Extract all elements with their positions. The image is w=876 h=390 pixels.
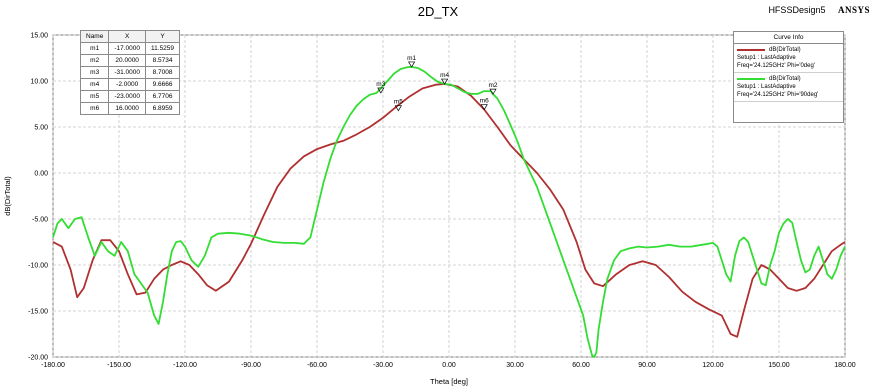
vendor-logo: ANSYS	[837, 5, 870, 15]
y-tick-label: 5.00	[34, 125, 48, 132]
legend-swatch	[737, 77, 765, 80]
legend-entry[interactable]: dB(DirTotal) Setup1 : LastAdaptive Freq=…	[734, 73, 843, 102]
marker-name: m2	[79, 54, 110, 67]
marker-y: 11.5259	[145, 42, 181, 55]
x-tick-label: -90.00	[241, 362, 261, 369]
chart-title: 2D_TX	[417, 4, 459, 19]
y-tick-label: 0.00	[34, 171, 48, 178]
x-tick-label: -60.00	[307, 362, 327, 369]
y-tick-label: 15.00	[30, 33, 48, 40]
marker-x: 20.0000	[108, 54, 147, 67]
marker-label: m4	[440, 72, 449, 79]
grid-lines	[52, 34, 846, 358]
legend-swatch	[737, 48, 765, 51]
marker-label: m2	[488, 82, 497, 89]
legend-condition: Freq='24.125GHz' Phi='90deg'	[737, 92, 819, 98]
marker-symbol	[480, 104, 488, 111]
x-tick-label: -150.00	[107, 362, 131, 369]
marker-x: 16.0000	[108, 102, 147, 115]
marker-name: m1	[79, 42, 110, 55]
legend-series-name: dB(DirTotal)	[769, 75, 801, 82]
brand-header: HFSSDesign5 ANSYS	[768, 5, 870, 15]
marker-table: Name X Y m1 -17.0000 11.5259 m2 20.0000 …	[79, 30, 181, 115]
legend-series-name: dB(DirTotal)	[769, 46, 801, 53]
y-axis-ticks: 15.00 10.00 5.00 0.00 -5.00 -10.00 -15.00 -20.0…	[28, 33, 48, 362]
legend-setup: Setup1 : LastAdaptive	[737, 55, 796, 61]
marker-y: 6.7706	[145, 90, 181, 103]
legend-entry[interactable]: dB(DirTotal) Setup1 : LastAdaptive Freq=…	[734, 44, 843, 73]
x-tick-label: 0.00	[442, 362, 456, 369]
marker-symbol	[489, 88, 497, 95]
marker-y: 9.6666	[145, 78, 181, 91]
marker-name: m5	[79, 90, 110, 103]
marker-y: 6.8959	[145, 102, 181, 115]
x-tick-label: 60.00	[572, 362, 590, 369]
marker-symbol	[377, 87, 385, 94]
marker-table-header: Name X Y	[79, 30, 181, 43]
marker-row[interactable]: m5 -23.0000 6.7706	[79, 90, 181, 103]
x-tick-label: 150.00	[768, 362, 790, 369]
x-axis-ticks: -180.00 -150.00 -120.00 -90.00 -60.00 -30.00 0…	[41, 362, 856, 369]
marker-row[interactable]: m4 -2.0000 9.6666	[79, 78, 181, 91]
series-line-2	[52, 66, 846, 358]
marker-symbol	[407, 61, 416, 68]
legend-setup: Setup1 : LastAdaptive	[737, 84, 796, 90]
x-tick-label: 120.00	[702, 362, 724, 369]
legend-condition: Freq='24.125GHz' Phi='0deg'	[737, 63, 815, 69]
x-tick-label: 180.00	[834, 362, 856, 369]
marker-col-y: Y	[145, 30, 181, 43]
marker-row[interactable]: m6 16.0000 6.8959	[79, 102, 181, 115]
marker-y: 8.5734	[145, 54, 181, 67]
marker-col-name: Name	[79, 30, 110, 43]
marker-name: m4	[79, 78, 110, 91]
marker-x: -2.0000	[108, 78, 147, 91]
x-tick-label: -30.00	[373, 362, 393, 369]
marker-row[interactable]: m3 -31.0000 8.7008	[79, 66, 181, 79]
marker-name: m6	[79, 102, 110, 115]
marker-label: m5	[394, 99, 403, 106]
marker-name: m3	[79, 66, 110, 79]
marker-label: m1	[407, 55, 416, 62]
x-axis-label: Theta [deg]	[430, 377, 468, 386]
marker-row[interactable]: m2 20.0000 8.5734	[79, 54, 181, 67]
y-tick-label: -15.00	[28, 309, 48, 316]
x-tick-label: -120.00	[173, 362, 197, 369]
y-axis-label: dB(DirTotal)	[3, 176, 12, 216]
y-tick-label: 10.00	[30, 79, 48, 86]
x-tick-label: 90.00	[638, 362, 656, 369]
marker-x: -31.0000	[108, 66, 147, 79]
x-tick-label: 30.00	[506, 362, 524, 369]
marker-label: m3	[376, 81, 385, 88]
y-tick-label: -10.00	[28, 263, 48, 270]
marker-row[interactable]: m1 -17.0000 11.5259	[79, 42, 181, 55]
y-tick-label: -20.00	[28, 355, 48, 362]
marker-col-x: X	[108, 30, 147, 43]
x-tick-label: -180.00	[41, 362, 65, 369]
design-name: HFSSDesign5	[768, 5, 826, 15]
legend: Curve Info dB(DirTotal) Setup1 : LastAda…	[733, 31, 844, 123]
marker-group: m1 m2 m3 m4 m5 m6	[376, 55, 498, 112]
marker-x: -17.0000	[108, 42, 147, 55]
marker-x: -23.0000	[108, 90, 147, 103]
legend-title: Curve Info	[734, 32, 843, 44]
y-tick-label: -5.00	[32, 217, 48, 224]
marker-label: m6	[480, 98, 489, 105]
marker-y: 8.7008	[145, 66, 181, 79]
marker-symbol	[394, 105, 403, 112]
marker-symbol	[440, 78, 449, 85]
